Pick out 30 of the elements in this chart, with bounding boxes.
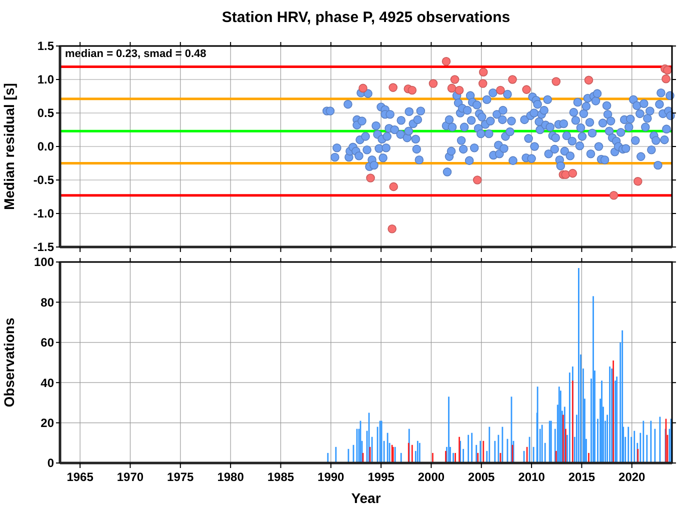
x-tick-label: 2005: [468, 470, 496, 484]
y-tick-label: 1.5: [37, 39, 54, 54]
x-tick-label: 1980: [217, 470, 244, 484]
chart-title: Station HRV, phase P, 4925 observations: [222, 9, 510, 26]
x-tick-label: 2020: [618, 470, 646, 484]
x-tick-label: 1995: [368, 470, 395, 484]
y-tick-label: 0: [47, 456, 54, 470]
y-tick-label: 1.0: [37, 72, 54, 87]
x-axis-title: Year: [351, 490, 382, 506]
y-tick-label: 20: [40, 416, 54, 430]
x-tick-label: 1990: [318, 470, 345, 484]
y-tick-label: 60: [40, 336, 54, 350]
x-tick-label: 1985: [267, 470, 294, 484]
x-tick-label: 2000: [418, 470, 445, 484]
y-tick-label: 100: [34, 255, 54, 270]
y-tick-label: 80: [40, 295, 54, 310]
y-tick-label: -1.5: [33, 240, 54, 254]
y-tick-label: 40: [40, 376, 54, 390]
x-tick-label: 1965: [66, 470, 94, 484]
x-tick-label: 2010: [518, 470, 546, 484]
x-tick-label: 1970: [116, 470, 144, 484]
annotation: median = 0.23, smad = 0.48: [65, 48, 206, 60]
x-tick-label: 2015: [568, 470, 596, 484]
y-tick-label: 0.0: [37, 140, 54, 154]
x-tick-label: 1975: [167, 470, 194, 484]
y-tick-label: -1.0: [33, 206, 54, 221]
y-tick-label: 0.5: [37, 106, 54, 120]
y-tick-label: -0.5: [33, 173, 54, 188]
y-axis-title: Median residual [s]: [1, 83, 17, 210]
y-axis-title: Observations: [1, 318, 17, 408]
